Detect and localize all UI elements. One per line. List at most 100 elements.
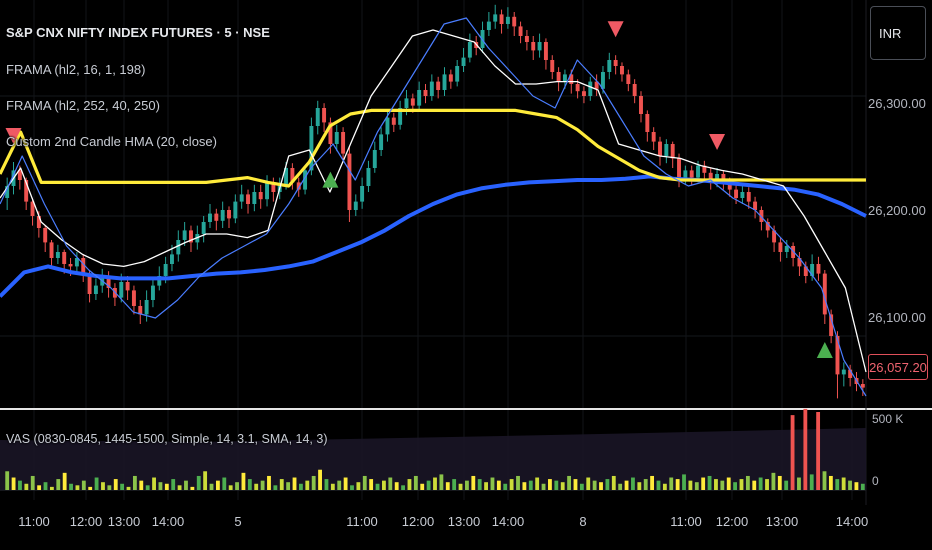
volume-bar <box>490 477 495 490</box>
candle-body <box>227 210 231 219</box>
volume-bar <box>643 479 648 490</box>
price-axis-label: 26,100.00 <box>868 310 926 325</box>
legend-frama-slow[interactable]: FRAMA (hl2, 252, 40, 250) <box>6 98 160 113</box>
currency-selector[interactable]: INR <box>870 6 926 60</box>
volume-bar <box>816 412 821 490</box>
volume-bar <box>688 480 693 490</box>
candle-body <box>125 282 130 291</box>
candle-body <box>455 66 460 82</box>
volume-bar <box>215 480 220 490</box>
volume-bar <box>503 483 508 490</box>
volume-bar <box>790 415 795 490</box>
volume-bar <box>586 477 591 490</box>
candle-body <box>797 258 802 267</box>
volume-bar <box>203 471 208 490</box>
volume-bar <box>30 475 35 490</box>
volume-bar <box>209 483 214 490</box>
time-axis-label: 14:00 <box>151 514 185 529</box>
volume-bar <box>305 480 310 490</box>
candle-body <box>258 192 263 200</box>
candle-body <box>290 168 295 183</box>
candle-body <box>765 222 770 231</box>
candle-body <box>157 276 162 286</box>
candle-body <box>524 36 529 42</box>
candle-body <box>784 246 789 252</box>
volume-bar <box>132 475 137 490</box>
candle-body <box>683 170 688 180</box>
volume-bar <box>528 480 533 490</box>
candle-body <box>423 90 428 96</box>
volume-bar <box>797 477 801 490</box>
candle-body <box>334 132 339 144</box>
candle-body <box>176 240 181 255</box>
volume-bar <box>350 485 354 490</box>
candle-body <box>189 230 193 243</box>
candle-body <box>68 264 73 267</box>
candle-body <box>543 42 548 60</box>
candle-body <box>43 228 48 243</box>
volume-axis-max: 500 K <box>872 412 904 426</box>
volume-bar <box>177 485 182 490</box>
candle-body <box>759 210 764 222</box>
candle-body <box>721 174 726 183</box>
volume-bar <box>267 475 271 490</box>
candle-body <box>398 108 403 125</box>
candle-body <box>106 276 111 288</box>
volume-bar <box>477 479 482 490</box>
volume-bar <box>458 483 463 490</box>
candle-body <box>607 60 612 72</box>
sell-signal-marker <box>709 134 726 150</box>
legend-frama-fast[interactable]: FRAMA (hl2, 16, 1, 198) <box>6 62 146 77</box>
volume-bar <box>682 474 686 490</box>
volume-bar <box>407 479 412 490</box>
candle-body <box>575 84 580 92</box>
candle-body <box>518 26 523 36</box>
candle-body <box>746 192 751 202</box>
volume-axis-zero: 0 <box>872 474 879 488</box>
candle-body <box>322 108 327 123</box>
volume-bar <box>254 483 259 490</box>
candle-body <box>309 126 314 171</box>
candle-body <box>379 134 384 150</box>
candle-body <box>429 81 434 96</box>
candle-body <box>74 258 79 267</box>
candle-body <box>581 91 586 96</box>
volume-bar <box>113 479 118 490</box>
candle-body <box>620 66 624 75</box>
time-axis-label: 8 <box>579 514 587 529</box>
volume-bar <box>765 479 769 490</box>
candle-body <box>715 174 720 183</box>
volume-bar <box>592 480 597 490</box>
time-axis-label: 14:00 <box>491 514 525 529</box>
volume-bar <box>375 483 380 490</box>
volume-bar <box>758 477 763 490</box>
candle-body <box>664 144 669 156</box>
volume-bar <box>554 480 559 490</box>
volume-bar <box>771 472 776 490</box>
volume-bar <box>235 482 239 490</box>
volume-bar <box>24 483 29 490</box>
volume-bar <box>382 480 386 490</box>
candle-body <box>5 186 10 198</box>
chart-title: S&P CNX NIFTY INDEX FUTURES · 5 · NSE <box>6 25 270 40</box>
volume-bar <box>394 482 399 490</box>
candle-body <box>239 194 244 202</box>
volume-bar <box>69 483 73 490</box>
volume-bar <box>101 482 105 490</box>
volume-bar <box>439 474 444 490</box>
volume-bar <box>662 483 667 490</box>
candle-body <box>702 165 707 173</box>
volume-bar <box>433 477 437 490</box>
legend-vas[interactable]: VAS (0830-0845, 1445-1500, Simple, 14, 3… <box>6 432 328 446</box>
legend-hma[interactable]: Custom 2nd Candle HMA (20, close) <box>6 134 217 149</box>
candle-body <box>49 242 54 258</box>
candle-body <box>208 213 212 222</box>
candle-body <box>740 192 745 198</box>
volume-bar <box>145 485 150 490</box>
candle-body <box>169 254 174 264</box>
candle-body <box>803 266 808 276</box>
volume-bar <box>356 482 361 490</box>
volume-bar <box>337 480 342 490</box>
candle-body <box>829 314 834 336</box>
